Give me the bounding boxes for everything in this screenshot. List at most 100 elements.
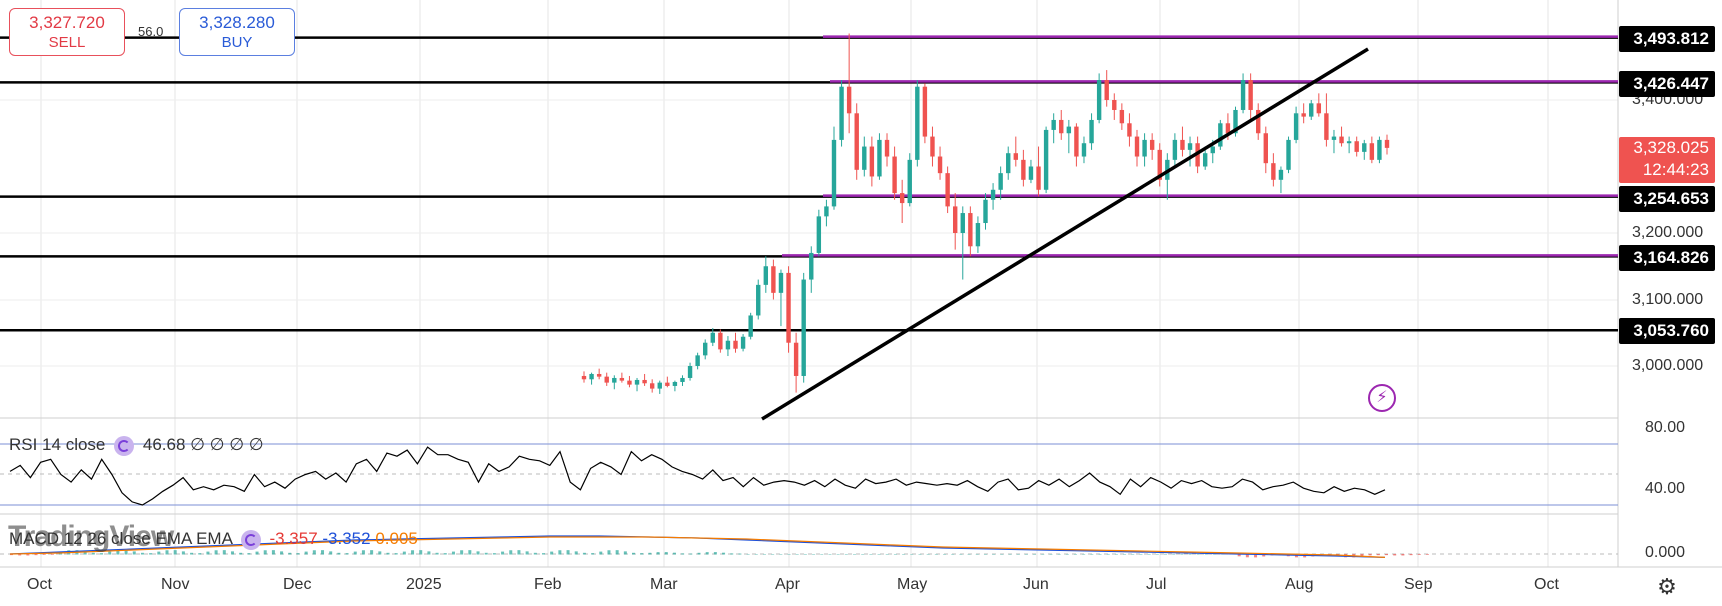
macd-histogram-bar: [435, 552, 439, 555]
macd-histogram-bar: [108, 551, 112, 555]
candle-body: [695, 355, 700, 366]
macd-histogram-bar: [140, 552, 144, 555]
candle-body: [1263, 133, 1268, 164]
circle-arrow-icon[interactable]: [240, 529, 261, 550]
candle-body: [907, 159, 912, 204]
macd-histogram-bar: [762, 554, 766, 555]
macd-histogram-bar: [566, 550, 570, 555]
macd-histogram-bar: [607, 550, 611, 555]
macd-histogram-bar: [1245, 554, 1249, 558]
candle-body: [1233, 109, 1238, 134]
candle-body: [846, 86, 852, 114]
level-tag[interactable]: 3,164.826: [1619, 245, 1715, 271]
time-axis-label: Feb: [534, 576, 562, 593]
macd-histogram-bar: [198, 553, 202, 555]
sell-button[interactable]: 3,327.720 SELL: [9, 8, 125, 56]
candle-body: [1240, 80, 1246, 110]
level-tag[interactable]: 3,426.447: [1619, 71, 1715, 97]
bar-countdown: 12:44:23: [1642, 160, 1709, 179]
candle-body: [877, 139, 882, 177]
macd-histogram-bar: [337, 552, 341, 555]
flash-icon[interactable]: ⚡: [1368, 384, 1396, 412]
candle-body: [1157, 149, 1162, 180]
time-axis-label: Dec: [283, 576, 312, 593]
rsi-value: 46.68: [142, 435, 186, 454]
signal-line: [9, 536, 1386, 558]
candle-body: [824, 206, 829, 217]
macd-histogram-bar: [574, 551, 578, 555]
macd-histogram-bar: [42, 554, 46, 555]
candle-body: [1112, 100, 1117, 110]
level-tag[interactable]: 3,053.760: [1619, 318, 1715, 344]
circle-arrow-icon[interactable]: [114, 435, 135, 456]
macd-histogram-bar: [1164, 554, 1168, 555]
time-axis-label: Apr: [775, 576, 800, 593]
candle-body: [1074, 126, 1079, 157]
rsi-title: RSI 14 close: [9, 435, 106, 454]
macd-histogram-bar: [1401, 554, 1405, 556]
candle-body: [1013, 153, 1019, 160]
macd-histogram-bar: [599, 551, 603, 555]
macd-histogram-bar: [632, 552, 636, 555]
candle-body: [725, 340, 731, 350]
macd-histogram-bar: [1098, 554, 1102, 555]
rsi-legend[interactable]: RSI 14 close 46.68 ∅ ∅ ∅ ∅: [9, 435, 264, 456]
macd-histogram-bar: [697, 552, 701, 555]
candle-body: [1096, 80, 1102, 120]
candle-body: [793, 342, 799, 376]
buy-price: 3,328.280: [199, 13, 275, 32]
candle-body: [1028, 166, 1034, 180]
candle-body: [665, 382, 670, 386]
macd-histogram-bar: [558, 550, 562, 555]
candle-body: [1218, 123, 1223, 147]
candle-body: [649, 383, 655, 389]
macd-histogram-bar: [656, 552, 660, 555]
macd-histogram-bar: [1114, 554, 1118, 555]
macd-histogram-bar: [1147, 554, 1151, 555]
candle-body: [771, 266, 776, 293]
macd-histogram-bar: [975, 554, 979, 555]
candle-body: [915, 86, 920, 160]
candle-body: [1316, 103, 1322, 114]
macd-histogram-bar: [910, 554, 914, 555]
macd-histogram-bar: [165, 550, 169, 555]
macd-histogram-bar: [255, 551, 259, 555]
macd-histogram-bar: [1057, 554, 1061, 555]
macd-histogram-bar: [116, 550, 120, 555]
macd-histogram-bar: [672, 552, 676, 555]
macd-legend[interactable]: MACD 12 26 close EMA EMA -3.357 -3.352 0…: [9, 529, 418, 550]
macd-histogram-bar: [1237, 554, 1241, 557]
candle-body: [1377, 139, 1382, 160]
macd-histogram-bar: [1123, 554, 1127, 555]
macd-histogram-bar: [664, 552, 668, 555]
settings-icon[interactable]: ⚙: [1657, 574, 1677, 599]
candle-body: [1346, 141, 1352, 144]
candle-body: [1271, 163, 1276, 180]
macd-histogram-bar: [1360, 554, 1364, 557]
macd-histogram-bar: [1393, 554, 1397, 556]
candle-body: [1180, 139, 1185, 150]
candle-body: [892, 156, 897, 194]
macd-histogram-bar: [705, 552, 709, 555]
candle-body: [945, 173, 950, 207]
macd-histogram-bar: [1172, 554, 1176, 555]
buy-button[interactable]: 3,328.280 BUY: [179, 8, 295, 56]
macd-histogram-bar: [1090, 554, 1094, 555]
macd-histogram-bar: [893, 554, 897, 555]
candle-body: [975, 223, 981, 247]
level-tag[interactable]: 3,254.653: [1619, 186, 1715, 212]
macd-histogram-bar: [861, 554, 865, 555]
macd-histogram-bar: [1008, 554, 1012, 555]
macd-histogram-bar: [18, 554, 22, 556]
candle-body: [612, 377, 617, 383]
candle-body: [1248, 80, 1253, 110]
level-tag[interactable]: 3,493.812: [1619, 26, 1715, 52]
macd-histogram-bar: [1425, 554, 1429, 555]
rsi-extra: ∅ ∅ ∅ ∅: [190, 435, 264, 454]
trendline: [761, 47, 1369, 421]
candle-body: [1021, 159, 1026, 180]
macd-histogram-bar: [648, 552, 652, 555]
candle-body: [1043, 129, 1049, 190]
